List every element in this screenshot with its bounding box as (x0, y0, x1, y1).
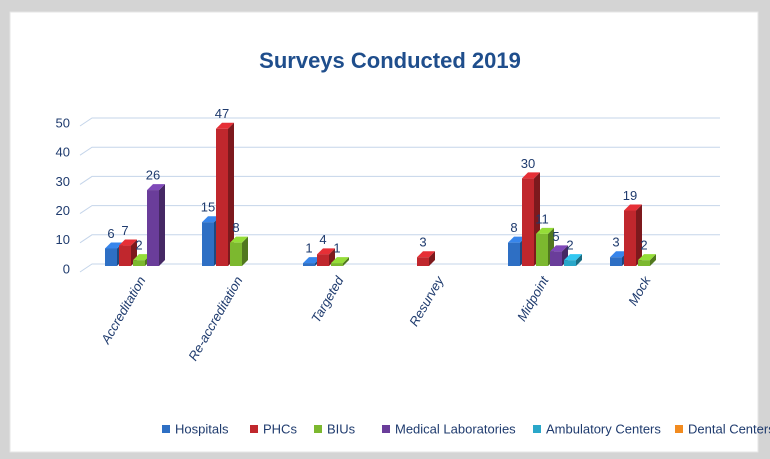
bar (522, 178, 534, 266)
data-label: 1 (333, 241, 340, 256)
bar-side (636, 204, 642, 266)
y-tick-label: 10 (56, 232, 70, 247)
legend-label: Hospitals (175, 421, 229, 436)
legend-label: PHCs (263, 421, 297, 436)
legend-swatch (382, 425, 390, 433)
grid-line (79, 234, 720, 244)
data-label: 7 (121, 223, 128, 238)
bar-side (650, 254, 656, 266)
bar (119, 245, 131, 266)
y-tick-label: 40 (56, 145, 70, 160)
data-label: 1 (305, 241, 312, 256)
bar (105, 248, 117, 266)
bar (147, 190, 159, 266)
bar-top (133, 254, 151, 261)
bar-top (638, 254, 656, 261)
bar-top (147, 184, 165, 191)
bar (536, 233, 548, 266)
grid-line (79, 175, 720, 185)
y-tick-label: 20 (56, 203, 70, 218)
y-tick-label: 30 (56, 174, 70, 189)
grid-line (79, 205, 720, 215)
bar-top (331, 257, 349, 264)
data-label: 3 (419, 235, 426, 250)
bar-top (303, 257, 321, 264)
data-label: 2 (135, 238, 142, 253)
legend-swatch (533, 425, 541, 433)
bar-side (343, 257, 349, 266)
legend-label: Ambulatory Centers (546, 421, 661, 436)
grid-line (79, 146, 720, 156)
bar-top (610, 251, 628, 258)
bar-top (624, 204, 642, 211)
data-label: 8 (232, 220, 239, 235)
data-label: 4 (319, 232, 326, 247)
y-tick-label: 0 (63, 261, 70, 276)
data-label: 47 (215, 106, 229, 121)
legend-label: Medical Laboratories (395, 421, 516, 436)
bar (550, 251, 562, 266)
legend-label: BIUs (327, 421, 356, 436)
bar (216, 128, 228, 266)
bar-top (417, 251, 435, 258)
bar-side (429, 251, 435, 266)
bar-top (522, 172, 540, 179)
bar-side (242, 236, 248, 266)
legend-swatch (250, 425, 258, 433)
bar-side (576, 254, 582, 266)
bar (230, 242, 242, 266)
data-label: 15 (201, 200, 215, 215)
bar (303, 263, 315, 266)
bar (202, 222, 214, 266)
bar-top (550, 245, 568, 252)
bar (610, 257, 622, 266)
legend-swatch (675, 425, 683, 433)
data-label: 11 (535, 211, 549, 226)
bar-top (536, 227, 554, 234)
legend-label: Dental Centers (688, 421, 770, 436)
grid-line (79, 117, 720, 127)
data-label: 30 (521, 156, 535, 171)
bar-side (329, 248, 335, 266)
data-label: 8 (510, 220, 517, 235)
data-label: 3 (612, 235, 619, 250)
bar-top (105, 242, 123, 249)
bar-top (564, 254, 582, 261)
data-label: 5 (552, 229, 559, 244)
bar (624, 210, 636, 266)
bar (564, 260, 576, 266)
bar-side (159, 184, 165, 266)
bar (133, 260, 145, 266)
bar-top (230, 236, 248, 243)
bar (331, 263, 343, 266)
data-label: 6 (107, 226, 114, 241)
bar (638, 260, 650, 266)
chart-title: Surveys Conducted 2019 (259, 48, 521, 73)
legend-swatch (162, 425, 170, 433)
bar-top (508, 236, 526, 243)
bar-top (216, 122, 234, 129)
bar-side (228, 122, 234, 266)
bar (317, 254, 329, 266)
data-label: 19 (623, 188, 637, 203)
bar-top (119, 239, 137, 246)
bar-top (202, 216, 220, 223)
bar-top (317, 248, 335, 255)
data-label: 26 (146, 168, 160, 183)
data-label: 2 (566, 238, 573, 253)
bar (417, 257, 429, 266)
data-label: 2 (640, 238, 647, 253)
y-tick-label: 50 (56, 115, 70, 130)
legend-swatch (314, 425, 322, 433)
bar (508, 242, 520, 266)
